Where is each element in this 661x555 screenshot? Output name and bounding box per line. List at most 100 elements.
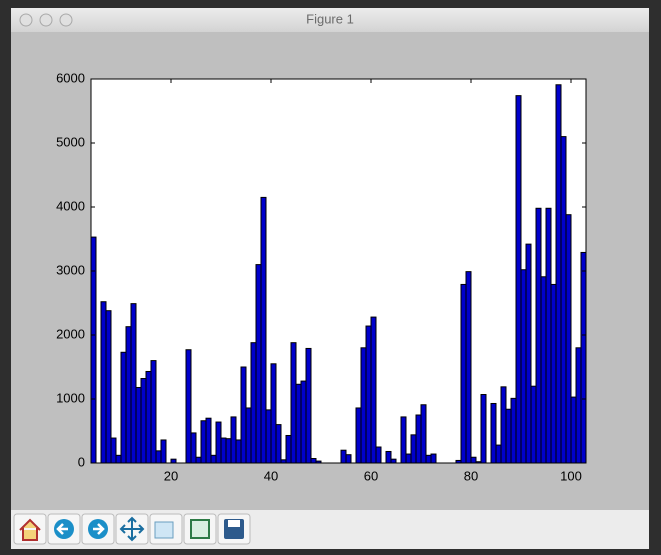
- bar: [430, 453, 437, 464]
- zoom-button[interactable]: [59, 13, 73, 27]
- subplots-icon: [190, 519, 210, 539]
- bar: [410, 434, 417, 464]
- bar: [555, 84, 562, 464]
- bar: [465, 271, 472, 464]
- title-bar: [11, 8, 649, 32]
- y-tick-label: 1000: [56, 390, 85, 405]
- bar: [520, 269, 527, 464]
- y-tick-label: 2000: [56, 326, 85, 341]
- bar: [385, 450, 392, 464]
- bar: [530, 385, 537, 464]
- x-tick-label: 80: [464, 468, 478, 483]
- axes-frame: [90, 78, 587, 464]
- bar: [565, 214, 572, 464]
- y-tick-label: 6000: [56, 70, 85, 85]
- y-tick-label: 3000: [56, 262, 85, 277]
- bar: [510, 397, 517, 464]
- bar: [515, 95, 522, 464]
- bar: [230, 416, 237, 464]
- bar: [140, 378, 147, 464]
- bar: [460, 283, 467, 464]
- bar: [550, 283, 557, 464]
- bar: [490, 402, 497, 464]
- forward-arrow: [93, 523, 105, 535]
- pan-icon: [119, 516, 145, 542]
- toolbar-buttons: [13, 513, 251, 545]
- y-tick-label: 0: [78, 454, 85, 469]
- bar: [295, 383, 302, 464]
- bar: [285, 434, 292, 464]
- bar: [120, 351, 127, 464]
- bar: [535, 207, 542, 464]
- bar: [425, 454, 432, 464]
- bar: [105, 310, 112, 464]
- bar: [415, 414, 422, 464]
- bar: [150, 360, 157, 464]
- x-tick-label: 100: [560, 468, 582, 483]
- bar: [480, 394, 487, 464]
- bar: [225, 438, 232, 464]
- bar: [250, 342, 257, 464]
- bar: [305, 347, 312, 464]
- bar: [300, 380, 307, 464]
- bar: [525, 243, 532, 464]
- bar: [110, 437, 117, 464]
- bar: [420, 404, 427, 464]
- bar: [390, 458, 397, 464]
- bar: [200, 420, 207, 464]
- bar: [365, 325, 372, 464]
- bar: [190, 432, 197, 464]
- bar: [245, 407, 252, 464]
- bar: [100, 301, 107, 464]
- bar: [220, 437, 227, 464]
- bar: [310, 458, 317, 464]
- bar: [540, 276, 547, 464]
- bar: [125, 326, 132, 464]
- y-tick-label: 4000: [56, 198, 85, 213]
- bar: [235, 439, 242, 464]
- bar: [145, 370, 152, 464]
- bar: [130, 303, 137, 464]
- bar: [170, 458, 177, 464]
- bar: [370, 316, 377, 464]
- bar: [160, 439, 167, 464]
- bar: [495, 444, 502, 464]
- bar: [500, 386, 507, 464]
- zoom-icon: [154, 521, 174, 539]
- bar: [345, 454, 352, 464]
- bar: [580, 251, 587, 464]
- x-tick-label: 60: [364, 468, 378, 483]
- window-title: Figure 1: [306, 11, 354, 26]
- bar: [195, 456, 202, 464]
- bar: [185, 349, 192, 464]
- bar: [205, 417, 212, 464]
- bar: [575, 347, 582, 464]
- close-button[interactable]: [19, 13, 33, 27]
- bar: [255, 264, 262, 464]
- bar: [115, 454, 122, 464]
- home-icon: [19, 518, 41, 541]
- bar: [340, 449, 347, 464]
- bar: [375, 446, 382, 464]
- bar: [240, 366, 247, 464]
- bar: [135, 386, 142, 464]
- y-tick-label: 5000: [56, 134, 85, 149]
- bar: [215, 421, 222, 464]
- save-label: [228, 520, 240, 527]
- bar: [505, 408, 512, 464]
- minimize-button[interactable]: [39, 13, 53, 27]
- bar: [275, 424, 282, 464]
- bar: [290, 342, 297, 464]
- bar: [570, 396, 577, 464]
- bar: [270, 363, 277, 464]
- bar: [405, 453, 412, 464]
- bar: [400, 416, 407, 464]
- bar: [560, 136, 567, 464]
- bar: [155, 450, 162, 464]
- bar: [355, 407, 362, 464]
- x-tick-label: 40: [264, 468, 278, 483]
- bar: [545, 207, 552, 464]
- bar: [210, 454, 217, 464]
